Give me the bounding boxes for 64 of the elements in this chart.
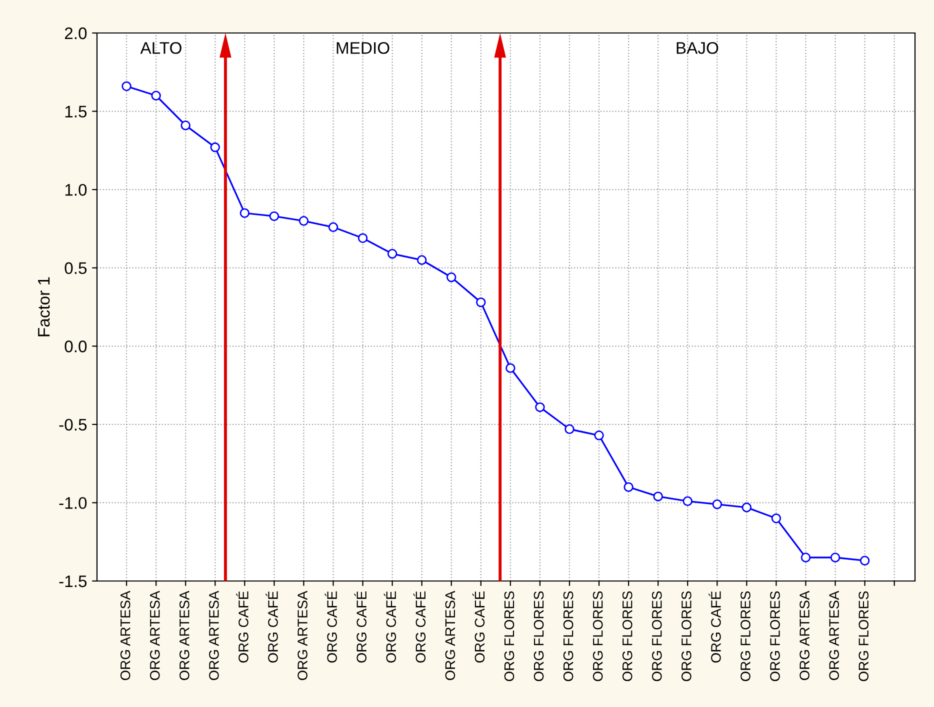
y-tick-label: 0.5 bbox=[64, 262, 87, 274]
point bbox=[122, 81, 132, 92]
x-tick-label: ORG FLORES bbox=[622, 591, 632, 682]
x-tick-label: ORG CAFÉ bbox=[266, 591, 278, 663]
point bbox=[771, 514, 782, 524]
point bbox=[830, 552, 840, 562]
annotation: MEDIO bbox=[336, 42, 390, 54]
x-tick-label: ORG FLORES bbox=[770, 591, 780, 682]
point bbox=[624, 482, 634, 492]
point bbox=[328, 222, 338, 232]
y-tick-label: -0.5 bbox=[59, 418, 87, 431]
point bbox=[240, 208, 250, 218]
point bbox=[742, 502, 752, 512]
x-tick-label: ORG FLORES bbox=[652, 591, 662, 682]
x-tick-label: ORG CAFÉ bbox=[324, 591, 337, 663]
x-tick-label: ORG FLORES bbox=[858, 591, 869, 682]
x-tick-label: ORG CAFÉ bbox=[708, 591, 721, 663]
point bbox=[860, 556, 870, 566]
x-tick-label: ORG CAFÉ bbox=[413, 591, 426, 663]
point bbox=[446, 272, 456, 282]
point bbox=[210, 142, 220, 152]
point bbox=[358, 233, 368, 243]
x-tick-label: ORG FLORES bbox=[504, 591, 514, 682]
y-tick-label: 1.5 bbox=[65, 106, 87, 118]
x-tick-label: ORG CAFÉ bbox=[384, 591, 396, 663]
x-tick-label: ORG FLORES bbox=[682, 591, 692, 682]
y-tick-label: 0.0 bbox=[64, 340, 87, 352]
point bbox=[476, 297, 486, 308]
x-tick-label: ORG FLORES bbox=[740, 591, 750, 682]
point bbox=[387, 248, 398, 259]
x-tick-label: ORG CAFÉ bbox=[354, 591, 367, 663]
point bbox=[682, 496, 692, 506]
point bbox=[594, 430, 604, 440]
x-tick-label: ORG ARTESA bbox=[150, 590, 160, 680]
point bbox=[269, 211, 280, 222]
x-tick-label: ORG ARTESA bbox=[179, 590, 190, 680]
annotation: ALTO bbox=[140, 42, 182, 54]
x-tick-label: ORG ARTESA bbox=[209, 590, 219, 680]
point bbox=[712, 499, 722, 510]
y-tick-label: 2.0 bbox=[64, 27, 87, 40]
point bbox=[416, 255, 427, 265]
y-tick-label: 1.0 bbox=[65, 184, 87, 196]
x-tick-label: ORG FLORES bbox=[592, 591, 603, 682]
y-axis-title: Factor 1 bbox=[38, 277, 50, 336]
x-tick-label: ORG FLORES bbox=[563, 591, 574, 682]
annotation: BAJO bbox=[676, 42, 718, 54]
point bbox=[800, 552, 811, 562]
point bbox=[180, 120, 190, 130]
x-tick-label: ORG CAFÉ bbox=[236, 591, 248, 663]
x-tick-label: ORG ARTESA bbox=[298, 590, 308, 680]
y-tick-label: -1.5 bbox=[59, 576, 87, 588]
point bbox=[506, 363, 516, 373]
point bbox=[298, 216, 309, 226]
x-tick-label: ORG FLORES bbox=[534, 591, 544, 682]
point bbox=[653, 492, 663, 502]
point bbox=[535, 402, 545, 412]
point bbox=[151, 90, 161, 100]
y-tick-label: -1.0 bbox=[59, 497, 87, 509]
x-tick-label: ORG ARTESA bbox=[800, 590, 810, 680]
x-tick-label: ORG ARTESA bbox=[829, 590, 839, 680]
point bbox=[564, 424, 574, 434]
x-tick-label: ORG CAFÉ bbox=[472, 591, 485, 663]
x-tick-label: ORG ARTESA bbox=[120, 590, 130, 680]
x-tick-label: ORG ARTESA bbox=[445, 590, 456, 680]
